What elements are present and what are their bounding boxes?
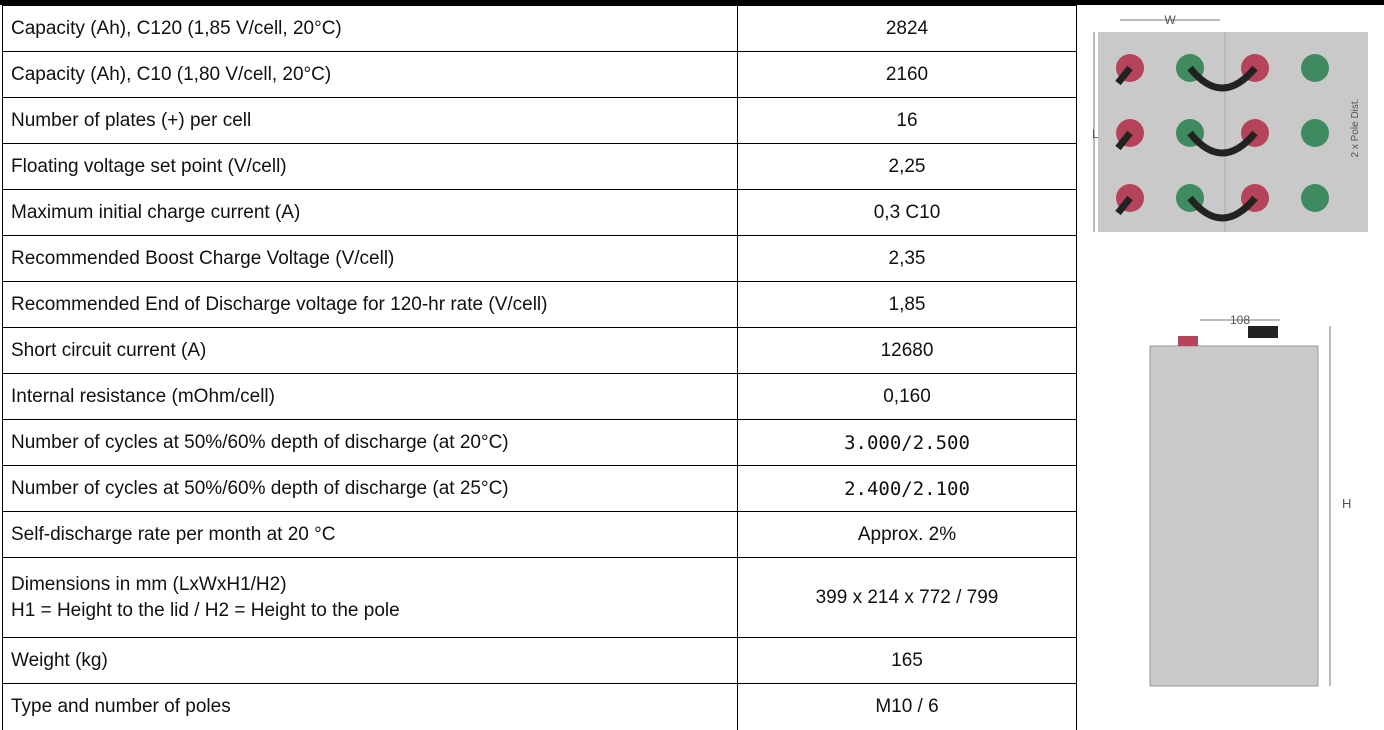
- battery-side: [1149, 345, 1319, 687]
- spec-name: Short circuit current (A): [2, 327, 738, 374]
- spec-value: 2,35: [737, 235, 1077, 282]
- spec-value: 399 x 214 x 772 / 799: [737, 557, 1077, 638]
- spec-value: 165: [737, 637, 1077, 684]
- table-row: Recommended Boost Charge Voltage (V/cell…: [2, 235, 1077, 282]
- spec-name: Number of cycles at 50%/60% depth of dis…: [2, 419, 738, 466]
- spec-value: 12680: [737, 327, 1077, 374]
- spec-value: 1,85: [737, 281, 1077, 328]
- spec-value: 2160: [737, 51, 1077, 98]
- table-row: Internal resistance (mOhm/cell) 0,160: [2, 373, 1077, 420]
- spec-name: Number of plates (+) per cell: [2, 97, 738, 144]
- top-bar: [0, 0, 1384, 5]
- spec-name: Floating voltage set point (V/cell): [2, 143, 738, 190]
- top-view-drawing: W L 2 x Pole Dist.: [1092, 13, 1368, 232]
- spec-name: Type and number of poles: [2, 683, 738, 730]
- table-row: Floating voltage set point (V/cell) 2,25: [2, 143, 1077, 190]
- spec-value: 3.000/2.500: [737, 419, 1077, 466]
- spec-value: 2824: [737, 5, 1077, 52]
- height-label: H: [1342, 496, 1351, 511]
- spec-value: 2.400/2.100: [737, 465, 1077, 512]
- table-row: Dimensions in mm (LxWxH1/H2) H1 = Height…: [2, 557, 1077, 638]
- table-row: Self-discharge rate per month at 20 °C Ap…: [2, 511, 1077, 558]
- spec-value: 0,3 C10: [737, 189, 1077, 236]
- width-label: 108: [1230, 313, 1250, 327]
- spec-name: Weight (kg): [2, 637, 738, 684]
- table-row: Number of cycles at 50%/60% depth of dis…: [2, 419, 1077, 466]
- spec-value: 2,25: [737, 143, 1077, 190]
- spec-value: 16: [737, 97, 1077, 144]
- table-row: Capacity (Ah), C10 (1,80 V/cell, 20°C) 21…: [2, 51, 1077, 98]
- pole-label: 2 x Pole Dist.: [1350, 99, 1361, 158]
- spec-name: Dimensions in mm (LxWxH1/H2) H1 = Height…: [2, 557, 738, 638]
- table-row: Capacity (Ah), C120 (1,85 V/cell, 20°C) 2…: [2, 5, 1077, 52]
- side-view-drawing: 108 H: [1149, 313, 1351, 687]
- spec-name: Internal resistance (mOhm/cell): [2, 373, 738, 420]
- spec-value: Approx. 2%: [737, 511, 1077, 558]
- spec-name: Capacity (Ah), C120 (1,85 V/cell, 20°C): [2, 5, 738, 52]
- table-row: Type and number of poles M10 / 6: [2, 683, 1077, 730]
- spec-name: Self-discharge rate per month at 20 °C: [2, 511, 738, 558]
- spec-name: Recommended Boost Charge Voltage (V/cell…: [2, 235, 738, 282]
- width-label: W: [1164, 13, 1176, 27]
- table-row: Weight (kg) 165: [2, 637, 1077, 684]
- table-row: Maximum initial charge current (A) 0,3 C1…: [2, 189, 1077, 236]
- table-row: Short circuit current (A) 12680: [2, 327, 1077, 374]
- length-label: L: [1092, 127, 1099, 141]
- poles: [1115, 54, 1329, 222]
- spec-name: Recommended End of Discharge voltage for…: [2, 281, 738, 328]
- spec-name: Maximum initial charge current (A): [2, 189, 738, 236]
- spec-value: M10 / 6: [737, 683, 1077, 730]
- spec-table: Capacity (Ah), C120 (1,85 V/cell, 20°C) 2…: [2, 5, 1077, 730]
- table-row: Number of plates (+) per cell 16: [2, 97, 1077, 144]
- spec-name: Number of cycles at 50%/60% depth of dis…: [2, 465, 738, 512]
- table-row: Recommended End of Discharge voltage for…: [2, 281, 1077, 328]
- table-row: Number of cycles at 50%/60% depth of dis…: [2, 465, 1077, 512]
- cable: [1248, 326, 1278, 338]
- spec-name: Capacity (Ah), C10 (1,80 V/cell, 20°C): [2, 51, 738, 98]
- pole: [1178, 336, 1198, 346]
- spec-value: 0,160: [737, 373, 1077, 420]
